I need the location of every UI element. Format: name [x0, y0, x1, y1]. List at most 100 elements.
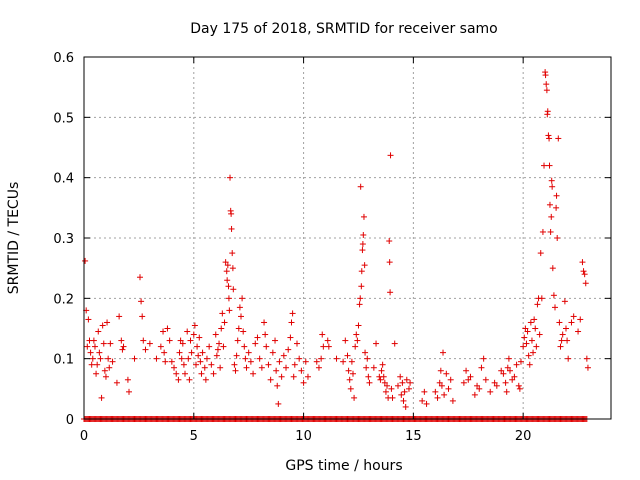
data-point: [300, 379, 307, 386]
data-point: [113, 379, 120, 386]
data-point: [534, 301, 541, 308]
data-point: [513, 361, 520, 368]
data-point: [397, 373, 404, 380]
x-tick-label: 20: [515, 429, 532, 444]
data-point: [387, 289, 394, 296]
data-point: [198, 370, 205, 377]
data-point: [377, 376, 384, 383]
data-point: [543, 81, 550, 88]
data-point: [382, 388, 389, 395]
data-point: [97, 355, 104, 362]
data-point: [185, 355, 192, 362]
data-point: [140, 337, 147, 344]
data-point: [537, 250, 544, 257]
data-point: [575, 328, 582, 335]
data-point: [232, 367, 239, 374]
data-point: [90, 337, 97, 344]
data-point: [254, 334, 261, 341]
data-point: [225, 295, 232, 302]
data-point: [437, 367, 444, 374]
data-point: [559, 331, 566, 338]
data-point: [353, 331, 360, 338]
data-point: [498, 367, 505, 374]
data-point: [197, 358, 204, 365]
data-point: [280, 352, 287, 359]
data-point: [131, 355, 138, 362]
y-tick-label: 0.4: [53, 172, 74, 187]
data-point: [238, 313, 245, 320]
data-point: [387, 152, 394, 159]
data-point: [538, 295, 545, 302]
data-point: [355, 322, 362, 329]
data-point: [228, 225, 235, 232]
data-point: [298, 367, 305, 374]
data-point: [361, 262, 368, 269]
data-point: [106, 364, 113, 371]
data-point: [166, 337, 173, 344]
data-point: [236, 304, 243, 311]
x-tick-label: 5: [190, 429, 198, 444]
data-point: [199, 349, 206, 356]
data-point: [242, 355, 249, 362]
grid-lines: [84, 57, 611, 419]
data-point: [269, 349, 276, 356]
data-point: [224, 262, 231, 269]
data-point: [274, 382, 281, 389]
data-point: [84, 343, 91, 350]
data-point: [349, 370, 356, 377]
data-point: [241, 343, 248, 350]
data-point: [285, 346, 292, 353]
data-point: [525, 352, 532, 359]
data-point: [126, 388, 133, 395]
data-point: [120, 343, 127, 350]
data-point: [359, 241, 366, 248]
data-point: [98, 394, 105, 401]
data-point: [315, 364, 322, 371]
data-point: [261, 319, 268, 326]
data-point: [195, 352, 202, 359]
data-point: [405, 385, 412, 392]
data-point: [482, 376, 489, 383]
data-point: [89, 355, 96, 362]
data-point: [245, 349, 252, 356]
data-point: [296, 355, 303, 362]
data-point: [226, 307, 233, 314]
data-point: [138, 298, 145, 305]
data-point: [577, 316, 584, 323]
data-point: [177, 337, 184, 344]
data-point: [570, 313, 577, 320]
data-point: [250, 370, 257, 377]
y-tick-label: 0.2: [53, 292, 74, 307]
data-point: [333, 355, 340, 362]
data-point: [256, 355, 263, 362]
data-point: [419, 397, 426, 404]
data-point: [471, 391, 478, 398]
data-point: [381, 379, 388, 386]
data-point: [229, 265, 236, 272]
data-point: [325, 343, 332, 350]
data-point: [407, 379, 414, 386]
data-point: [319, 331, 326, 338]
data-point: [228, 210, 235, 217]
data-point: [552, 304, 559, 311]
data-point: [116, 313, 123, 320]
data-point: [320, 343, 327, 350]
data-point: [544, 108, 551, 115]
chart-title: Day 175 of 2018, SRMTID for receiver sam…: [190, 21, 498, 37]
data-point: [351, 394, 358, 401]
data-point: [366, 379, 373, 386]
data-point: [557, 343, 564, 350]
data-point: [583, 355, 590, 362]
data-point: [184, 328, 191, 335]
data-point: [276, 358, 283, 365]
data-point: [403, 376, 410, 383]
data-point: [201, 364, 208, 371]
data-point: [384, 382, 391, 389]
data-point: [491, 379, 498, 386]
data-point: [187, 337, 194, 344]
data-point: [539, 228, 546, 235]
data-point: [386, 259, 393, 266]
data-point: [142, 346, 149, 353]
data-point: [304, 373, 311, 380]
data-point: [554, 235, 561, 241]
